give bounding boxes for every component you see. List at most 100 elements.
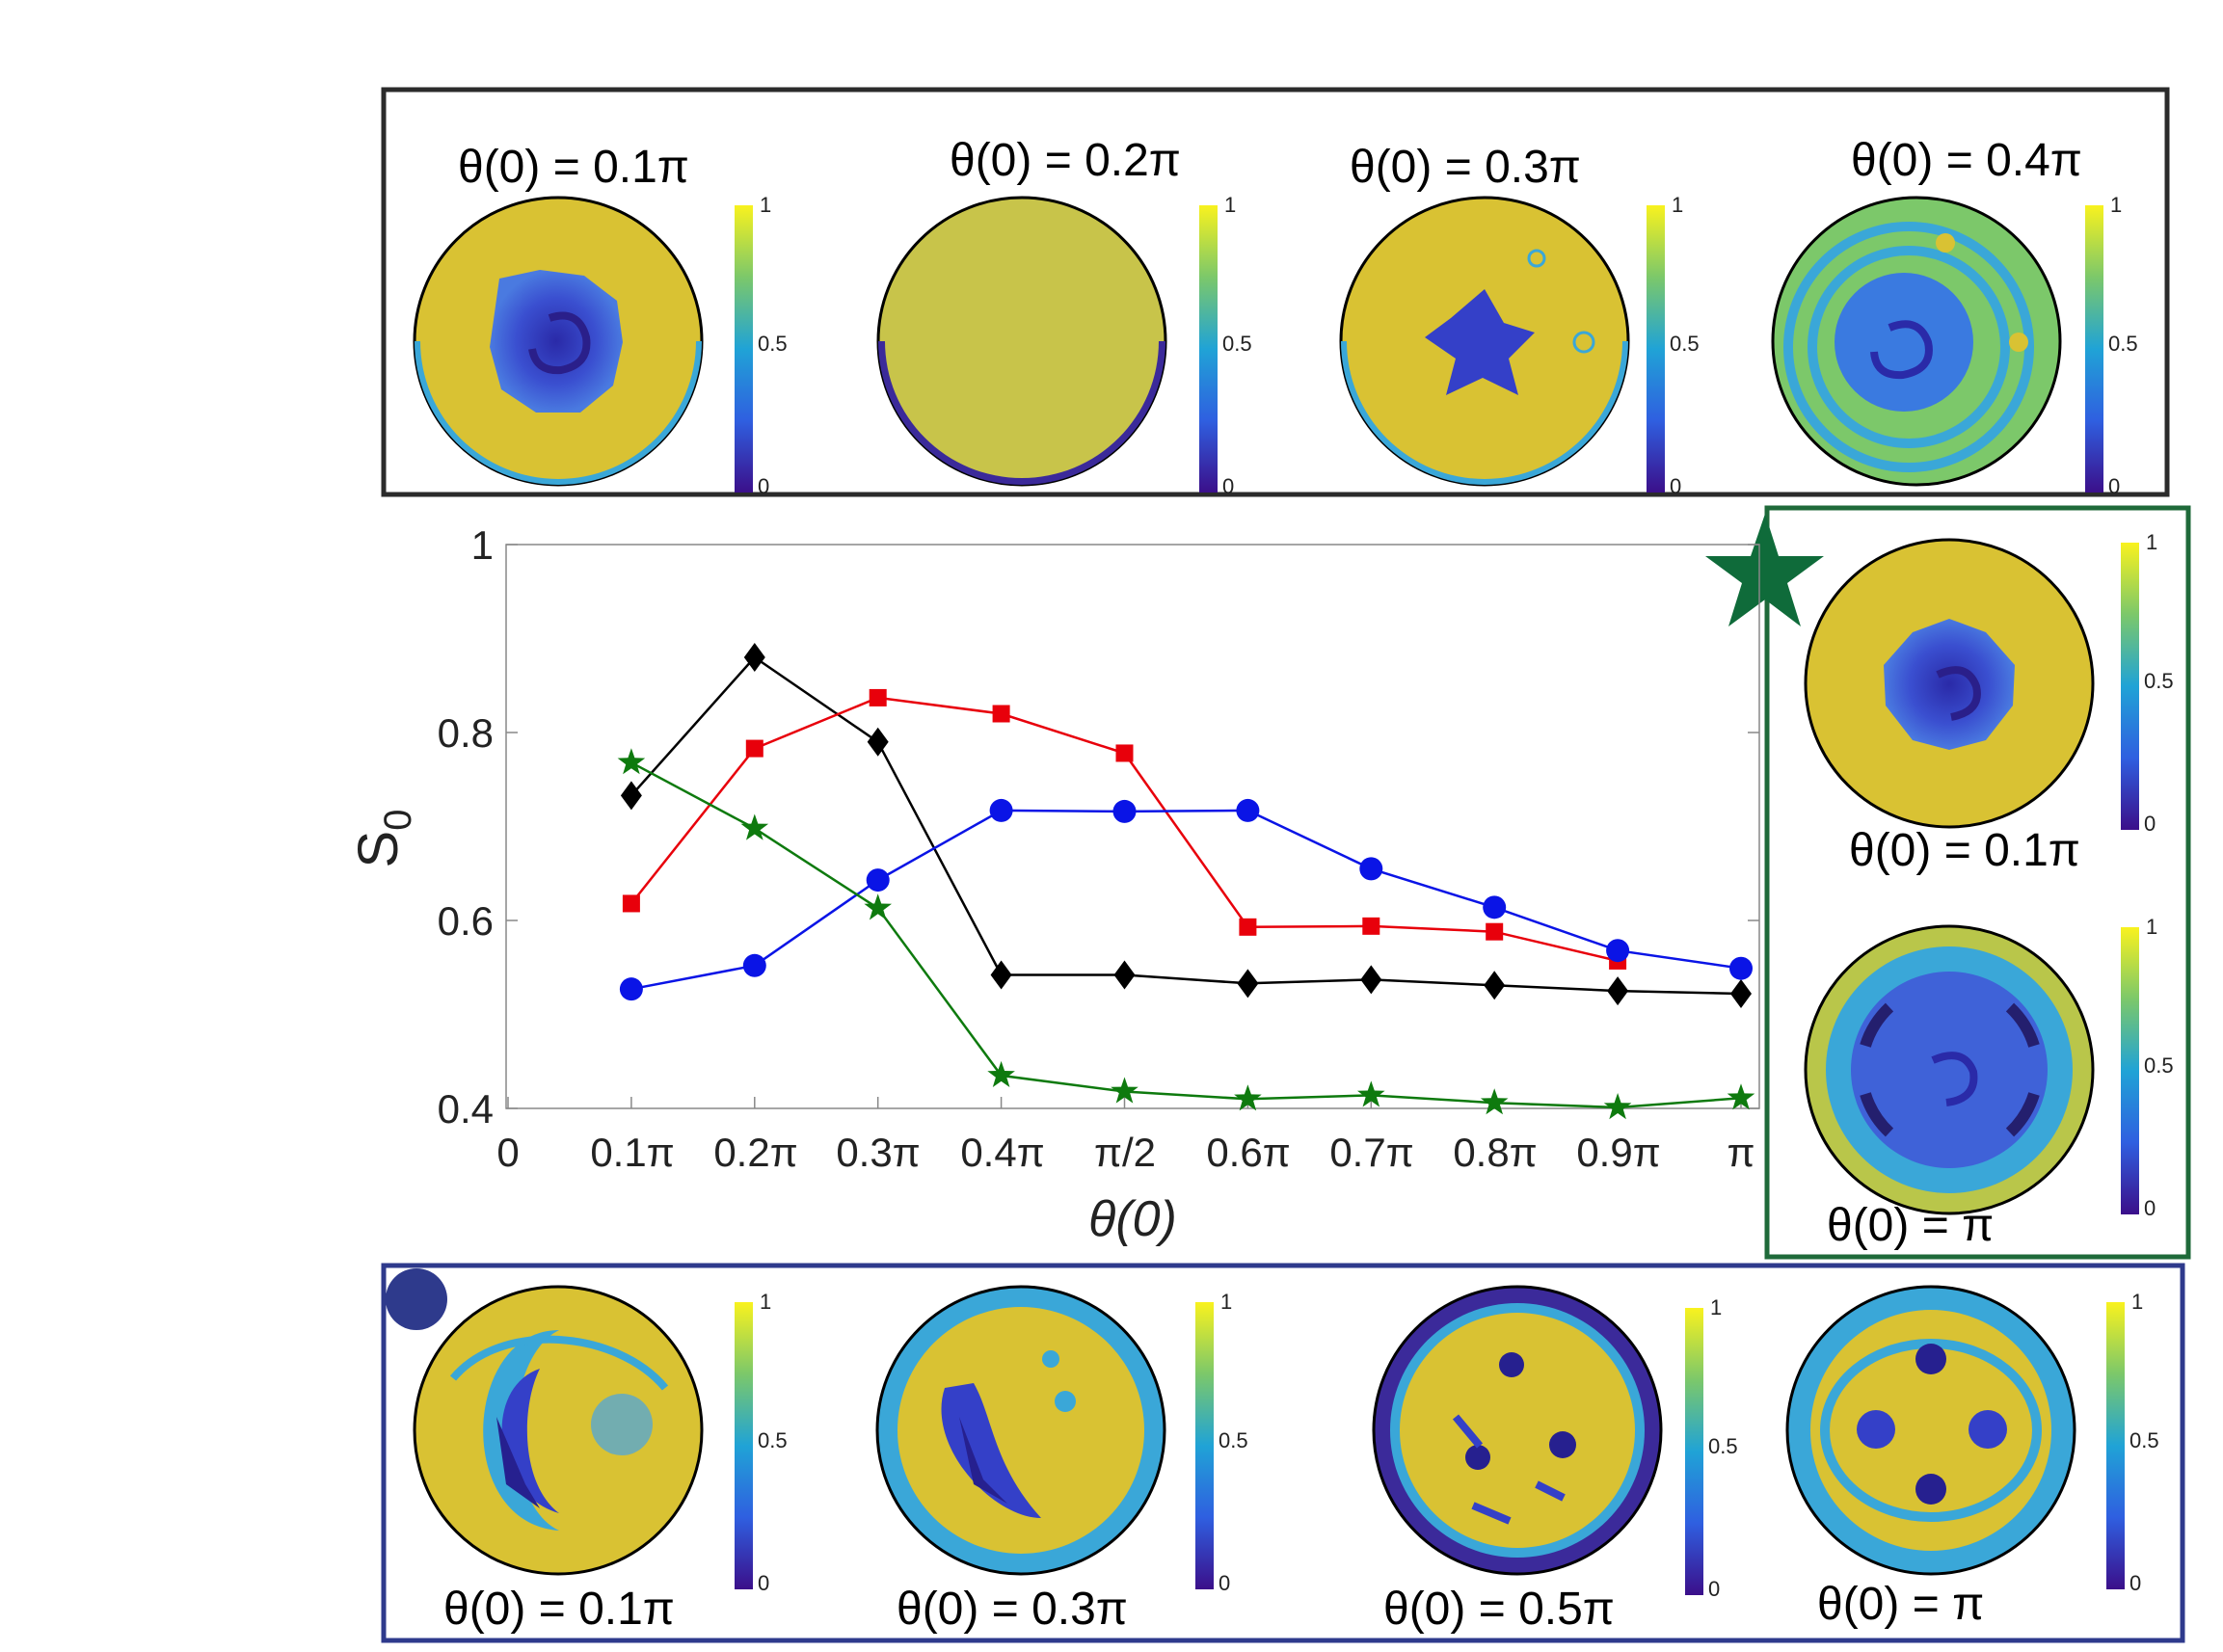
bottom-label-2: θ(0) = 0.3π <box>897 1584 1128 1635</box>
x-tick-label: 0.6π <box>1206 1130 1290 1175</box>
cbar-label-05: 0.5 <box>2144 1053 2174 1078</box>
data-point-diamond <box>1484 971 1506 1000</box>
data-point-diamond <box>743 643 765 672</box>
data-point-diamond <box>1360 965 1382 995</box>
bottom-map-4 <box>1785 1285 2076 1576</box>
cbar-label-05: 0.5 <box>2144 669 2174 693</box>
cbar-label-1: 1 <box>2110 193 2122 217</box>
x-tick-label: π/2 <box>1094 1130 1156 1175</box>
colorbar-bottom-4 <box>2106 1302 2125 1589</box>
y-tick-label: 0.6 <box>438 898 494 944</box>
cbar-label-0: 0 <box>2129 1571 2141 1595</box>
colorbar-top-3 <box>1647 205 1665 493</box>
y-tick-label: 1 <box>471 522 494 568</box>
x-tick-label: 0.2π <box>713 1130 797 1175</box>
data-point-circle <box>1359 857 1383 881</box>
data-point-star <box>1603 1093 1632 1120</box>
bottom-label-1: θ(0) = 0.1π <box>443 1584 675 1635</box>
y-axis-label-sub: 0 <box>377 810 419 831</box>
colorbar-top-1 <box>735 205 753 493</box>
colorbar-top-4 <box>2085 205 2103 493</box>
cbar-label-0: 0 <box>1708 1577 1720 1601</box>
data-point-star <box>740 813 769 840</box>
cbar-label-0: 0 <box>758 474 769 498</box>
data-point-diamond <box>620 781 642 811</box>
right-panel-frame <box>1764 505 2191 1260</box>
data-point-star <box>1480 1088 1509 1115</box>
data-point-star <box>1357 1080 1385 1107</box>
data-point-square <box>992 705 1010 723</box>
data-point-diamond <box>867 727 889 757</box>
x-tick-label: 0.1π <box>590 1130 674 1175</box>
series-red-square <box>622 688 1627 970</box>
top-label-2: θ(0) = 0.2π <box>950 135 1181 186</box>
star-panel-marker <box>1705 514 1824 626</box>
y-axis-label: S0 <box>347 810 419 868</box>
data-point-diamond <box>1113 960 1136 990</box>
data-point-square <box>622 894 640 913</box>
cbar-label-0: 0 <box>1222 474 1234 498</box>
x-tick-label: 0.4π <box>960 1130 1044 1175</box>
data-point-circle <box>1112 799 1137 823</box>
cbar-label-05: 0.5 <box>1708 1434 1738 1458</box>
top-panel-frame <box>381 87 2170 497</box>
data-point-circle <box>866 868 890 893</box>
data-point-circle <box>742 953 766 977</box>
data-point-diamond <box>1237 969 1259 999</box>
series-line <box>630 809 1742 991</box>
cbar-label-1: 1 <box>2146 530 2157 554</box>
series-blue-circle <box>619 798 1753 1001</box>
cbar-label-05: 0.5 <box>2108 332 2138 356</box>
data-point-diamond <box>990 960 1012 990</box>
y-axis-label-main: S <box>347 831 410 868</box>
x-axis-label: θ(0) <box>1088 1191 1177 1247</box>
circle-panel-marker <box>386 1268 447 1330</box>
x-tick-label: 0 <box>496 1130 519 1175</box>
colorbars: 1 0.5 0 1 0.5 0 1 0.5 0 1 0.5 0 1 0.5 0 … <box>735 193 2174 1601</box>
line-chart: 0.4 0.6 0.8 1 0 0.1π 0.2π 0.3π 0.4π π/2 … <box>347 522 1760 1247</box>
cbar-label-0: 0 <box>758 1571 769 1595</box>
data-point-circle <box>1729 956 1753 980</box>
y-tick-label: 0.8 <box>438 710 494 756</box>
data-point-circle <box>1483 895 1507 919</box>
bottom-label-4: θ(0) = π <box>1817 1579 1984 1630</box>
series-black-diamond <box>620 643 1752 1009</box>
cbar-label-05: 0.5 <box>1670 332 1700 356</box>
top-map-3 <box>1339 196 1630 487</box>
cbar-label-1: 1 <box>2131 1290 2143 1314</box>
data-point-diamond <box>1730 979 1752 1009</box>
top-label-3: θ(0) = 0.3π <box>1350 142 1581 193</box>
colorbar-bottom-2 <box>1195 1302 1214 1589</box>
bottom-map-2 <box>875 1285 1166 1576</box>
cbar-label-0: 0 <box>2108 474 2120 498</box>
top-map-1 <box>413 196 704 487</box>
top-map-2 <box>876 196 1167 487</box>
cbar-label-05: 0.5 <box>758 332 788 356</box>
cbar-label-05: 0.5 <box>2129 1428 2159 1452</box>
cbar-label-05: 0.5 <box>1219 1428 1248 1452</box>
data-point-square <box>1362 917 1380 935</box>
bottom-label-3: θ(0) = 0.5π <box>1383 1584 1615 1635</box>
cbar-label-1: 1 <box>1220 1290 1232 1314</box>
data-point-star <box>987 1060 1015 1087</box>
data-point-circle <box>619 977 643 1001</box>
colorbar-top-2 <box>1199 205 1218 493</box>
x-axis-ticks <box>507 1097 1742 1108</box>
x-tick-label: 0.9π <box>1576 1130 1660 1175</box>
data-point-star <box>1234 1084 1262 1111</box>
series-line <box>630 761 1742 1109</box>
bottom-map-3 <box>1372 1285 1663 1576</box>
right-map-2 <box>1804 924 2095 1215</box>
data-point-circle <box>989 798 1013 822</box>
data-point-star <box>1111 1077 1138 1104</box>
x-tick-label: 0.7π <box>1329 1130 1413 1175</box>
colorbar-bottom-1 <box>735 1302 753 1589</box>
cbar-label-1: 1 <box>1710 1295 1722 1319</box>
data-point-diamond <box>1607 976 1629 1006</box>
cbar-label-1: 1 <box>760 1290 771 1314</box>
top-label-1: θ(0) = 0.1π <box>458 142 689 193</box>
cbar-label-0: 0 <box>1219 1571 1230 1595</box>
top-label-4: θ(0) = 0.4π <box>1851 135 2082 186</box>
right-map-1 <box>1804 538 2095 829</box>
